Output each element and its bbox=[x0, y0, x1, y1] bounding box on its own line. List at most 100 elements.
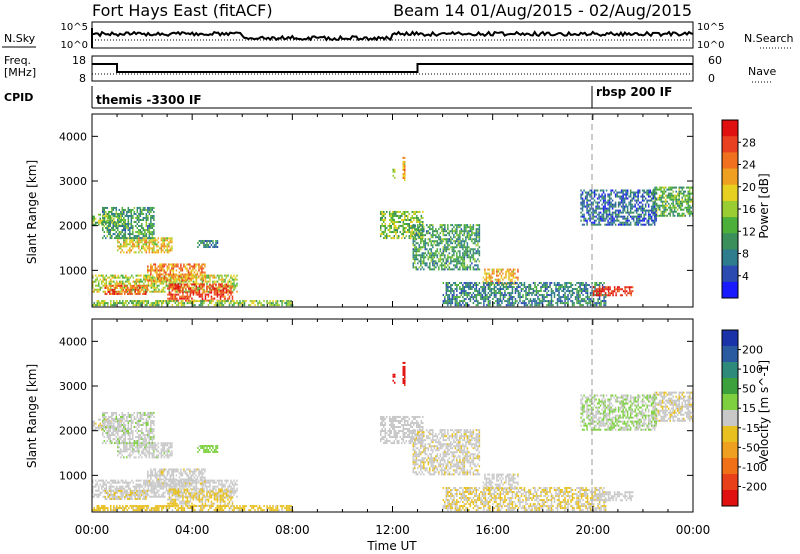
power-echo-cell bbox=[442, 252, 445, 255]
power-echo-cell bbox=[160, 251, 163, 254]
power-echo-cell bbox=[456, 283, 458, 287]
power-echo-cell bbox=[230, 274, 232, 277]
power-echo-cell bbox=[270, 302, 273, 305]
power-echo-cell bbox=[108, 233, 110, 236]
power-echo-cell bbox=[222, 278, 225, 281]
power-echo-cell bbox=[170, 276, 172, 279]
power-echo-cell bbox=[212, 285, 214, 288]
power-echo-cell bbox=[287, 302, 289, 305]
power-echo-cell bbox=[114, 302, 117, 305]
power-echo-cell bbox=[588, 302, 590, 305]
power-echo-cell bbox=[576, 298, 578, 301]
power-echo-cell bbox=[442, 300, 445, 303]
power-echo-cell bbox=[685, 200, 688, 203]
power-echo-cell bbox=[583, 290, 586, 293]
power-echo-cell bbox=[550, 290, 553, 293]
power-echo-cell bbox=[586, 219, 588, 222]
power-echo-cell bbox=[382, 237, 385, 240]
power-echo-cell bbox=[96, 221, 99, 224]
power-echo-cell bbox=[421, 224, 424, 227]
power-echo-cell bbox=[225, 289, 228, 292]
power-echo-cell bbox=[184, 279, 187, 282]
power-echo-cell bbox=[592, 209, 594, 212]
power-echo-cell bbox=[156, 243, 158, 246]
power-echo-cell bbox=[162, 249, 164, 252]
power-echo-cell bbox=[660, 186, 662, 189]
power-echo-cell bbox=[146, 276, 148, 279]
power-echo-cell bbox=[420, 260, 422, 263]
power-echo-cell bbox=[399, 216, 402, 219]
power-echo-cell bbox=[144, 237, 146, 240]
power-echo-cell bbox=[568, 298, 571, 301]
power-echo-cell bbox=[130, 227, 133, 230]
power-echo-cell bbox=[136, 241, 139, 244]
power-echo-cell bbox=[472, 254, 475, 257]
power-echo-cell bbox=[485, 276, 488, 279]
power-echo-cell bbox=[281, 300, 283, 303]
power-echo-cell bbox=[115, 290, 117, 293]
power-echo-cell bbox=[676, 192, 679, 195]
power-echo-cell bbox=[224, 287, 226, 290]
power-echo-cell bbox=[649, 191, 651, 194]
power-echo-cell bbox=[619, 203, 621, 206]
power-echo-cell bbox=[459, 244, 461, 247]
power-echo-cell bbox=[474, 240, 476, 243]
velocity-echo-cell bbox=[99, 426, 102, 429]
power-echo-cell bbox=[637, 193, 639, 196]
power-echo-cell bbox=[463, 258, 466, 261]
power-echo-cell bbox=[611, 217, 614, 220]
power-echo-cell bbox=[98, 304, 100, 307]
power-echo-cell bbox=[613, 217, 615, 220]
power-echo-cell bbox=[679, 202, 682, 205]
power-echo-cell bbox=[186, 263, 188, 266]
power-echo-cell bbox=[673, 208, 676, 211]
power-echo-cell bbox=[257, 302, 259, 305]
power-echo-cell bbox=[429, 256, 431, 259]
power-echo-cell bbox=[210, 289, 213, 292]
power-echo-cell bbox=[112, 233, 115, 236]
power-echo-cell bbox=[579, 302, 581, 305]
power-echo-cell bbox=[444, 234, 446, 237]
power-echo-cell bbox=[423, 234, 425, 237]
power-echo-cell bbox=[132, 300, 135, 303]
power-echo-cell bbox=[199, 273, 202, 276]
power-echo-cell bbox=[607, 294, 610, 297]
power-echo-cell bbox=[121, 231, 124, 234]
power-echo-cell bbox=[102, 278, 105, 281]
power-echo-cell bbox=[213, 304, 216, 307]
power-echo-cell bbox=[150, 231, 152, 234]
power-echo-cell bbox=[516, 288, 518, 291]
power-echo-cell bbox=[391, 223, 394, 226]
power-echo-cell bbox=[637, 191, 639, 194]
power-echo-cell bbox=[574, 283, 577, 287]
nsearch-tick-top: 10^5 bbox=[697, 22, 724, 33]
power-echo-cell bbox=[647, 219, 650, 222]
power-echo-cell bbox=[114, 223, 116, 226]
power-echo-cell bbox=[466, 286, 469, 289]
power-echo-cell bbox=[122, 290, 124, 293]
power-echo-cell bbox=[441, 242, 443, 245]
power-echo-cell bbox=[478, 292, 481, 295]
power-echo-cell bbox=[678, 194, 680, 197]
power-echo-cell bbox=[601, 207, 603, 210]
power-echo-cell bbox=[670, 192, 673, 195]
power-echo-cell bbox=[228, 289, 231, 292]
power-echo-cell bbox=[589, 298, 592, 301]
power-echo-cell bbox=[126, 304, 129, 307]
power-echo-cell bbox=[547, 304, 550, 307]
power-echo-cell bbox=[382, 220, 385, 224]
power-echo-cell bbox=[113, 276, 115, 279]
power-echo-cell bbox=[589, 300, 592, 303]
power-echo-cell bbox=[505, 286, 508, 289]
power-echo-cell bbox=[607, 290, 610, 293]
power-echo-cell bbox=[604, 300, 607, 303]
power-echo-cell bbox=[157, 265, 160, 268]
velocity-echo-cell bbox=[96, 489, 99, 492]
power-echo-cell bbox=[454, 281, 457, 284]
power-echo-cell bbox=[395, 214, 397, 217]
power-echo-cell bbox=[652, 209, 654, 212]
power-echo-cell bbox=[528, 302, 530, 305]
power-echo-cell bbox=[678, 186, 680, 189]
power-echo-cell bbox=[151, 247, 154, 250]
power-echo-cell bbox=[600, 304, 602, 307]
